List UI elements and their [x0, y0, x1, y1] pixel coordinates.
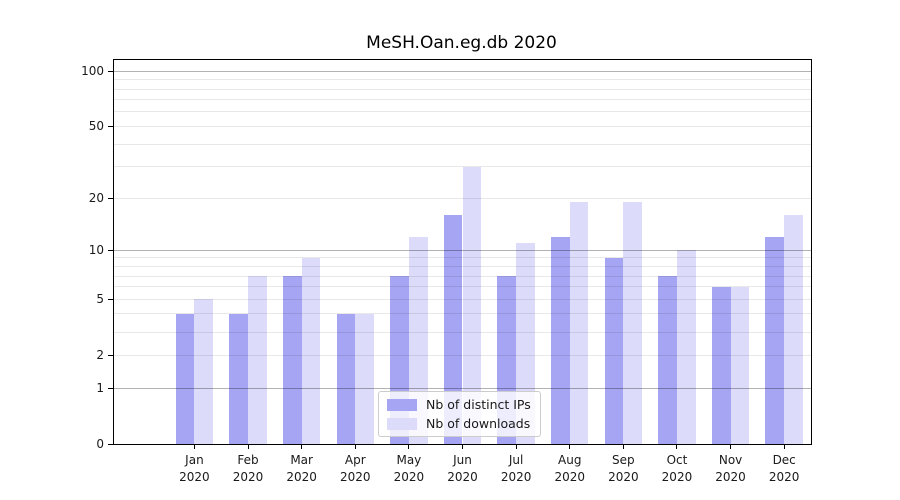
x-tick-mark: [193, 444, 195, 449]
minor-gridline: [114, 99, 811, 101]
bar-mar-distinct-ips: [282, 276, 302, 444]
major-gridline: [114, 387, 811, 389]
bar-sep-downloads: [623, 202, 643, 444]
bar-aug-downloads: [569, 202, 589, 444]
x-tick-mark: [730, 444, 732, 449]
y-tick-label: 2: [96, 348, 104, 363]
x-tick-label: Jan 2020: [179, 453, 210, 485]
minor-gridline: [114, 257, 811, 259]
x-tick-label: May 2020: [393, 453, 425, 485]
y-tick-label: 10: [88, 243, 104, 258]
bar-dec-downloads: [784, 215, 803, 444]
x-tick-label: Apr 2020: [339, 453, 371, 485]
minor-gridline: [114, 197, 811, 199]
bar-dec-distinct-ips: [765, 236, 785, 444]
bar-apr-downloads: [355, 313, 375, 444]
bar-jan-distinct-ips: [175, 313, 195, 444]
legend-entry-downloads: Nb of downloads: [387, 416, 531, 431]
legend-swatch-distinct-ips: [387, 398, 417, 411]
legend-swatch-downloads: [387, 417, 417, 430]
x-tick-mark: [408, 444, 410, 449]
minor-gridline: [114, 275, 811, 277]
y-tick-mark: [108, 197, 114, 199]
minor-gridline: [114, 143, 811, 145]
legend-entry-distinct-ips: Nb of distinct IPs: [387, 397, 531, 412]
minor-gridline: [114, 79, 811, 81]
bar-mar-downloads: [301, 257, 321, 444]
y-tick-mark: [108, 125, 114, 127]
plot-area: Nb of distinct IPs Nb of downloads 0 1 2 5 1…: [81, 59, 812, 484]
bar-oct-distinct-ips: [658, 276, 677, 444]
y-tick-mark: [108, 70, 114, 72]
y-tick-label: 100: [81, 64, 104, 79]
x-tick-label: Sep 2020: [608, 453, 639, 485]
minor-gridline: [114, 298, 811, 300]
minor-gridline: [114, 111, 811, 113]
bar-nov-downloads: [730, 286, 750, 444]
x-tick-mark: [247, 444, 249, 449]
bar-sep-distinct-ips: [604, 257, 624, 444]
x-tick-label: Jul 2020: [500, 453, 532, 485]
bar-oct-downloads: [676, 250, 696, 444]
legend: Nb of distinct IPs Nb of downloads: [378, 391, 541, 437]
x-tick-mark: [783, 444, 785, 449]
bar-jan-downloads: [194, 299, 214, 444]
y-tick-mark: [108, 249, 114, 251]
bar-apr-distinct-ips: [336, 313, 356, 444]
x-tick-label: Mar 2020: [286, 453, 317, 485]
x-tick-mark: [354, 444, 356, 449]
minor-gridline: [114, 286, 811, 288]
y-tick-label: 20: [88, 191, 104, 206]
minor-gridline: [114, 313, 811, 315]
x-tick-label: Dec 2020: [768, 453, 800, 485]
bar-jun-downloads: [462, 166, 482, 444]
x-tick-label: Nov 2020: [715, 453, 746, 485]
bar-feb-downloads: [248, 276, 267, 444]
x-tick-mark: [569, 444, 571, 449]
y-tick-label: 0: [96, 437, 104, 451]
x-tick-label: Aug 2020: [554, 453, 585, 485]
x-tick-mark: [676, 444, 678, 449]
x-tick-label: Oct 2020: [661, 453, 693, 485]
bar-jun-distinct-ips: [443, 215, 463, 444]
minor-gridline: [114, 354, 811, 356]
x-tick-mark: [622, 444, 624, 449]
y-tick-label: 1: [96, 381, 104, 395]
y-tick-mark: [108, 354, 114, 356]
y-tick-label: 50: [88, 119, 104, 134]
bar-aug-distinct-ips: [550, 236, 570, 444]
x-tick-mark: [462, 444, 463, 449]
major-gridline: [114, 249, 811, 251]
x-tick-mark: [301, 444, 303, 449]
bar-nov-distinct-ips: [711, 286, 731, 444]
y-tick-mark: [108, 387, 114, 389]
minor-gridline: [114, 166, 811, 168]
x-tick-label: Feb 2020: [232, 453, 264, 485]
legend-label-downloads: Nb of downloads: [426, 416, 531, 431]
minor-gridline: [114, 88, 811, 90]
minor-gridline: [114, 331, 811, 333]
y-tick-mark: [108, 298, 114, 300]
legend-label-distinct-ips: Nb of distinct IPs: [426, 397, 531, 412]
x-tick-label: Jun 2020: [447, 453, 478, 485]
minor-gridline: [114, 125, 811, 127]
y-tick-mark: [108, 443, 114, 445]
minor-gridline: [114, 266, 811, 267]
y-tick-label: 5: [96, 292, 104, 307]
major-gridline: [114, 70, 811, 72]
bar-feb-distinct-ips: [229, 313, 249, 444]
x-tick-mark: [515, 444, 517, 449]
chart-title: MeSH.Oan.eg.db 2020: [366, 33, 557, 53]
